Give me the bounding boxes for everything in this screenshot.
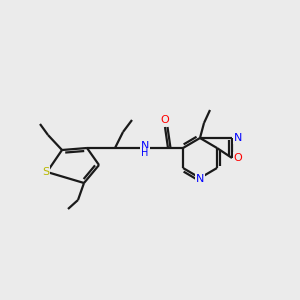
Text: N: N	[196, 174, 204, 184]
Text: N: N	[141, 141, 149, 151]
Text: N: N	[234, 133, 242, 143]
Text: O: O	[160, 115, 169, 125]
Text: H: H	[141, 148, 149, 158]
Text: S: S	[42, 167, 50, 177]
Text: O: O	[234, 153, 242, 163]
